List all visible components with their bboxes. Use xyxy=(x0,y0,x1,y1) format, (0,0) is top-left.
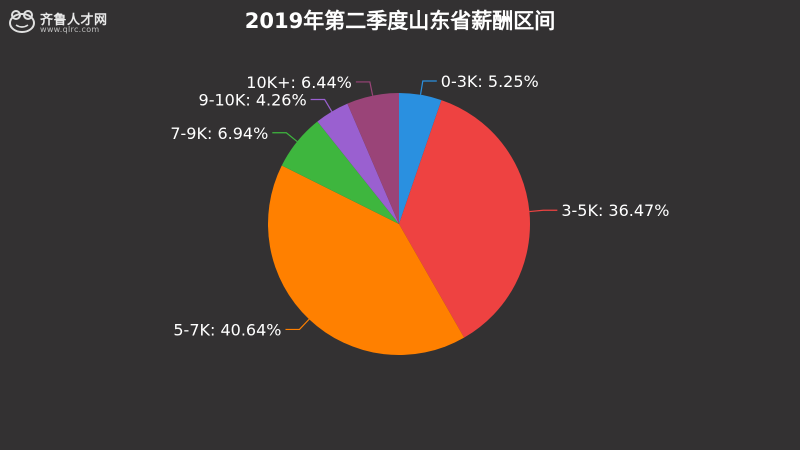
logo-name: 齐鲁人才网 xyxy=(40,13,108,28)
pie-slice-5-7K xyxy=(267,165,465,355)
slice-label-10K+: 10K+: 6.44% xyxy=(246,73,352,92)
slice-label-9-10K: 9-10K: 4.26% xyxy=(199,91,307,110)
pie-slice-0-3K xyxy=(399,93,442,224)
slice-label-7-9K: 7-9K: 6.94% xyxy=(170,124,268,143)
site-logo: 齐鲁人才网 www.qlrc.com xyxy=(8,6,128,36)
pie-slice-9-10K xyxy=(317,103,399,224)
leader-line-3-5K xyxy=(529,209,558,213)
leader-line-9-10K xyxy=(310,98,333,112)
logo-url: www.qlrc.com xyxy=(40,25,100,34)
frog-logo-icon xyxy=(9,10,35,33)
leader-line-5-7K xyxy=(285,318,310,331)
slice-label-0-3K: 0-3K: 5.25% xyxy=(441,72,539,91)
pie-slice-3-5K xyxy=(399,100,530,338)
chart-title: 2019年第二季度山东省薪酬区间 xyxy=(244,9,556,33)
pie-slice-7-9K xyxy=(281,121,399,224)
slice-label-3-5K: 3-5K: 36.47% xyxy=(561,201,669,220)
pie-slice-10K+ xyxy=(347,93,399,224)
leader-line-0-3K xyxy=(419,80,437,95)
leader-line-10K+ xyxy=(355,81,374,96)
slice-label-5-7K: 5-7K: 40.64% xyxy=(173,320,281,339)
leader-line-7-9K xyxy=(272,132,298,143)
